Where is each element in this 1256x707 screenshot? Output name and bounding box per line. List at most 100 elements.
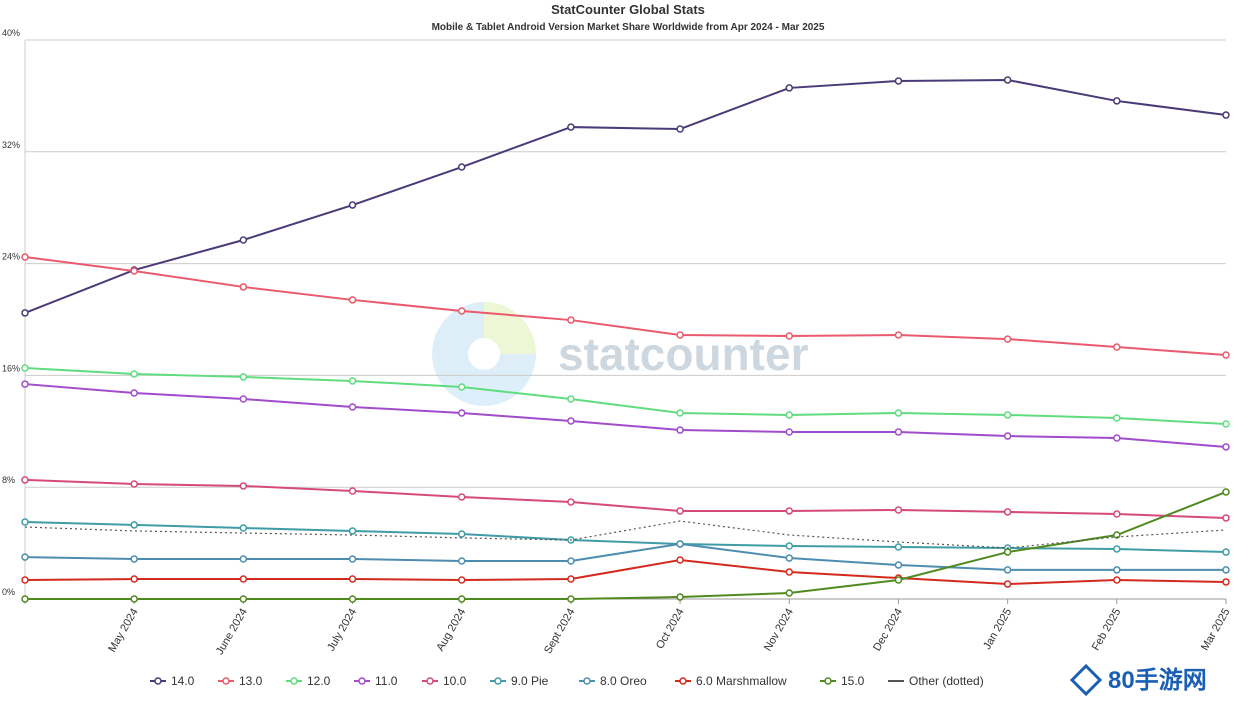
data-point bbox=[785, 589, 794, 597]
watermark-logo bbox=[432, 302, 536, 406]
data-point bbox=[785, 84, 794, 92]
data-point bbox=[239, 236, 248, 244]
legend-label: 13.0 bbox=[239, 674, 263, 688]
legend-label: 12.0 bbox=[307, 674, 331, 688]
data-point bbox=[1003, 548, 1012, 556]
data-point bbox=[1222, 548, 1230, 556]
data-point bbox=[21, 309, 29, 317]
y-tick-label: 32% bbox=[2, 140, 20, 150]
series-line bbox=[24, 542, 1226, 571]
data-point bbox=[567, 395, 575, 403]
legend-marker bbox=[824, 677, 832, 685]
data-point bbox=[785, 507, 794, 515]
series bbox=[21, 556, 1230, 588]
data-point bbox=[348, 487, 357, 495]
data-point bbox=[239, 482, 248, 490]
data-point bbox=[785, 568, 794, 576]
y-tick-label: 16% bbox=[2, 363, 20, 373]
data-point bbox=[21, 576, 29, 584]
series bbox=[21, 540, 1230, 574]
x-tick-label: Sept 2024 bbox=[542, 607, 577, 656]
data-point bbox=[1222, 351, 1230, 359]
data-point bbox=[676, 556, 684, 564]
data-point bbox=[567, 498, 575, 506]
data-point bbox=[894, 543, 903, 551]
data-point bbox=[785, 428, 794, 436]
data-point bbox=[1113, 576, 1121, 584]
data-point bbox=[239, 555, 248, 563]
x-tick-label: May 2024 bbox=[106, 607, 141, 655]
data-point bbox=[894, 561, 903, 569]
data-point bbox=[567, 557, 575, 565]
data-point bbox=[785, 542, 794, 550]
legend-label: 8.0 Oreo bbox=[600, 674, 647, 688]
data-point bbox=[457, 409, 466, 417]
data-point bbox=[21, 476, 29, 484]
data-point bbox=[21, 364, 29, 372]
legend-label: 10.0 bbox=[443, 674, 467, 688]
data-point bbox=[785, 411, 794, 419]
data-point bbox=[894, 77, 903, 85]
data-point bbox=[348, 527, 357, 535]
series-line bbox=[24, 383, 1227, 448]
data-point bbox=[1222, 488, 1230, 496]
data-point bbox=[130, 555, 138, 563]
chart-title: StatCounter Global Stats bbox=[551, 2, 705, 17]
watermark-logo bbox=[484, 302, 536, 354]
series bbox=[24, 520, 1227, 549]
data-point bbox=[1113, 566, 1121, 574]
series-line bbox=[24, 78, 1227, 314]
legend-marker bbox=[426, 677, 434, 685]
data-point bbox=[894, 506, 903, 514]
legend-label: 9.0 Pie bbox=[511, 674, 549, 688]
data-point bbox=[130, 267, 138, 275]
legend-marker bbox=[358, 677, 366, 685]
watermark-logo bbox=[468, 338, 500, 370]
x-tick-label: July 2024 bbox=[325, 607, 359, 654]
data-point bbox=[676, 409, 684, 417]
x-tick-label: Nov 2024 bbox=[762, 607, 796, 654]
y-tick-label: 0% bbox=[2, 587, 15, 597]
data-point bbox=[348, 575, 357, 583]
series-line bbox=[24, 520, 1227, 554]
legend-marker bbox=[154, 677, 162, 685]
data-point bbox=[457, 163, 466, 171]
data-point bbox=[567, 595, 575, 603]
data-point bbox=[239, 575, 248, 583]
data-point bbox=[785, 332, 794, 340]
data-point bbox=[1113, 343, 1121, 351]
data-point bbox=[457, 383, 466, 391]
data-point bbox=[1222, 111, 1230, 119]
data-point bbox=[130, 521, 138, 529]
legend: 14.0 13.0 12.0 11.0 10.0 9.0 Pie 8.0 Oreo 6.0 M… bbox=[150, 674, 984, 688]
data-point bbox=[21, 518, 29, 526]
x-tick-label: Mar 2025 bbox=[1199, 607, 1233, 653]
series-line bbox=[25, 491, 1227, 600]
data-point bbox=[676, 540, 684, 548]
data-point bbox=[239, 283, 248, 291]
x-tick-label: Oct 2024 bbox=[654, 607, 687, 652]
data-point bbox=[457, 493, 466, 501]
data-point bbox=[894, 576, 903, 584]
data-point bbox=[130, 595, 138, 603]
y-tick-label: 40% bbox=[2, 28, 20, 38]
legend-marker bbox=[290, 677, 298, 685]
series-line bbox=[24, 366, 1227, 426]
series bbox=[21, 380, 1230, 451]
data-point bbox=[457, 595, 466, 603]
data-point bbox=[1003, 432, 1012, 440]
series-line bbox=[24, 478, 1227, 519]
data-point bbox=[348, 296, 357, 304]
y-tick-label: 8% bbox=[2, 475, 15, 485]
x-tick-label: Aug 2024 bbox=[434, 607, 468, 654]
data-point bbox=[894, 409, 903, 417]
data-point bbox=[1113, 97, 1121, 105]
data-point bbox=[457, 557, 466, 565]
data-point bbox=[457, 530, 466, 538]
data-point bbox=[239, 595, 248, 603]
data-point bbox=[567, 575, 575, 583]
data-point bbox=[1003, 335, 1012, 343]
legend-marker bbox=[679, 677, 687, 685]
